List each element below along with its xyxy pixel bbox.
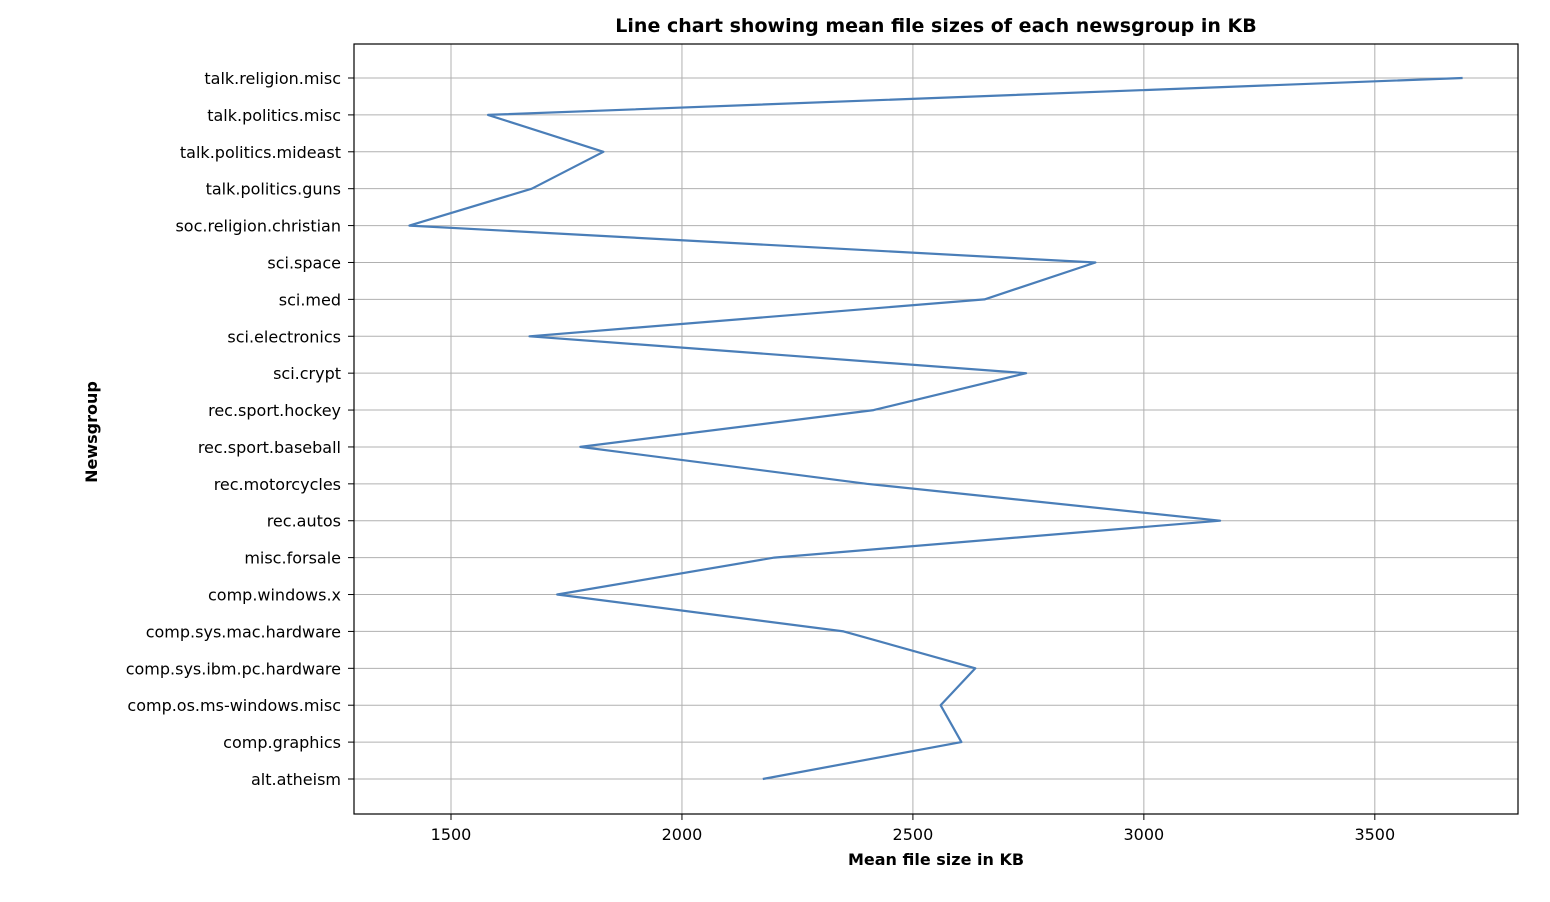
y-tick-label: talk.politics.mideast <box>180 143 341 162</box>
y-axis-label: Newsgroup <box>82 381 101 483</box>
y-tick-label: sci.electronics <box>227 327 341 346</box>
chart-title: Line chart showing mean file sizes of ea… <box>615 15 1256 37</box>
y-tick-label: comp.sys.mac.hardware <box>146 622 341 641</box>
y-tick-label: rec.sport.baseball <box>198 438 341 457</box>
y-tick-label: rec.autos <box>267 512 341 531</box>
y-tick-label: rec.sport.hockey <box>208 401 341 420</box>
x-tick-label: 2500 <box>893 825 934 844</box>
x-tick-label: 3000 <box>1123 825 1164 844</box>
y-tick-label: comp.sys.ibm.pc.hardware <box>126 659 341 678</box>
y-tick-label: comp.os.ms-windows.misc <box>127 696 341 715</box>
y-tick-label: sci.space <box>267 253 341 272</box>
y-tick-label: talk.politics.guns <box>206 180 341 199</box>
grid-lines <box>354 44 1518 814</box>
series-line <box>408 76 1463 781</box>
y-tick-label: talk.politics.misc <box>207 106 341 125</box>
y-tick-label: comp.windows.x <box>208 586 341 605</box>
x-tick-label: 1500 <box>431 825 472 844</box>
x-axis-ticks: 1500 2000 2500 3000 3500 <box>431 814 1395 844</box>
x-axis-label: Mean file size in KB <box>848 850 1024 869</box>
y-tick-label: sci.crypt <box>273 364 341 383</box>
series-layer <box>408 76 1463 781</box>
y-tick-label: alt.atheism <box>251 770 341 789</box>
x-tick-label: 3500 <box>1354 825 1395 844</box>
y-tick-label: rec.motorcycles <box>214 475 341 494</box>
x-tick-label: 2000 <box>662 825 703 844</box>
y-tick-label: comp.graphics <box>223 733 341 752</box>
y-tick-label: misc.forsale <box>244 549 341 568</box>
y-tick-label: talk.religion.misc <box>204 69 341 88</box>
y-axis-ticks: alt.atheism comp.graphics comp.os.ms-windo… <box>126 69 354 789</box>
y-tick-label: sci.med <box>279 290 341 309</box>
y-tick-label: soc.religion.christian <box>175 217 341 236</box>
plot-area-frame <box>353 43 1519 815</box>
